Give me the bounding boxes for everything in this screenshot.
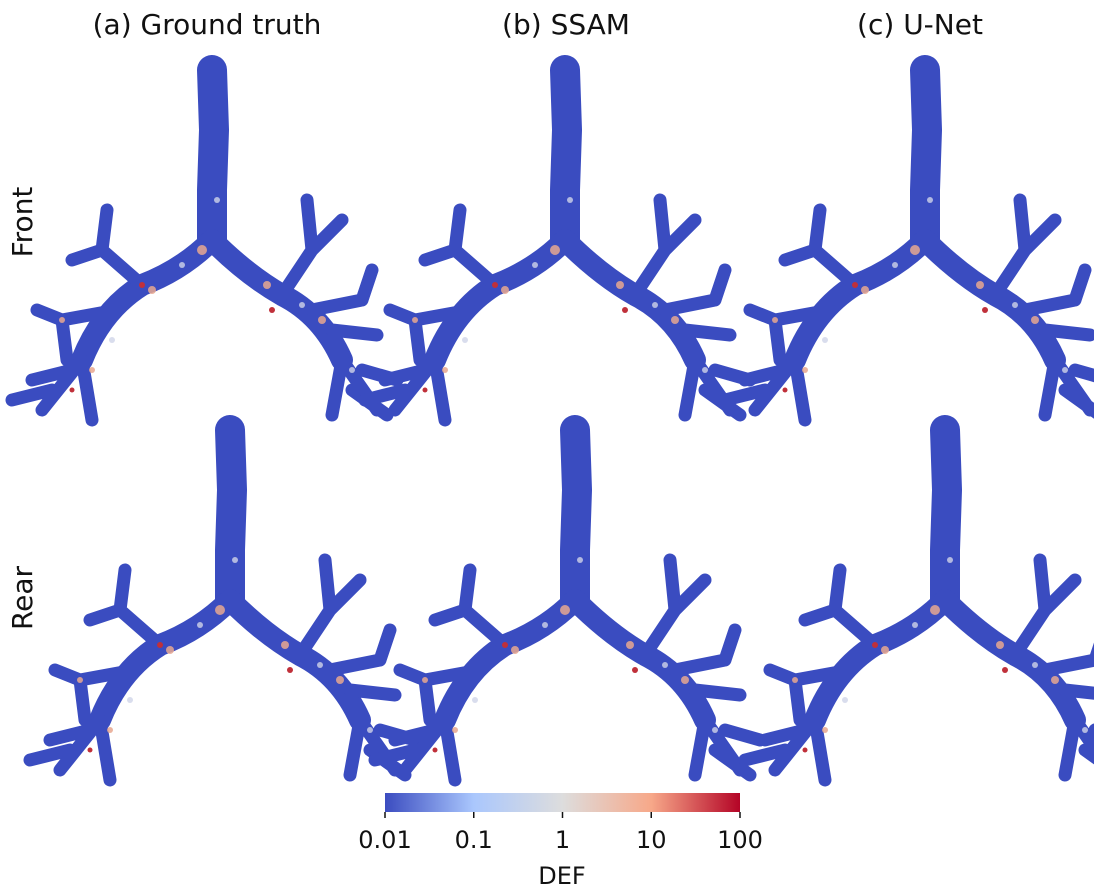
column-title: (b) SSAM — [502, 8, 630, 41]
colorbar — [385, 793, 740, 812]
column-title: (a) Ground truth — [93, 8, 322, 41]
colorbar-tick-label: 100 — [717, 826, 763, 854]
colorbar-tick-label: 0.1 — [455, 826, 493, 854]
airway-render — [375, 430, 760, 780]
colorbar-label: DEF — [538, 862, 585, 890]
row-label: Rear — [6, 565, 39, 630]
airway-render — [365, 70, 750, 420]
colorbar-tick-label: 1 — [555, 826, 570, 854]
column-title: (c) U-Net — [857, 8, 983, 41]
airway-render — [12, 70, 397, 420]
airway-render — [30, 430, 415, 780]
row-label: Front — [6, 187, 39, 258]
airway-render — [725, 70, 1094, 420]
colorbar-tick-label: 0.01 — [358, 826, 411, 854]
colorbar-tick-label: 10 — [636, 826, 667, 854]
airway-render — [745, 430, 1094, 780]
